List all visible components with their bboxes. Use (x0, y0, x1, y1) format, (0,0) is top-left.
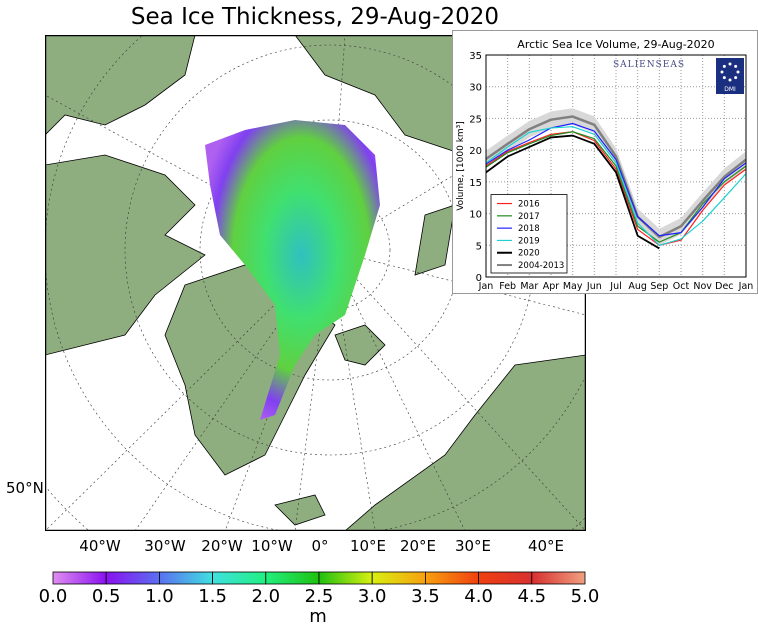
series-line-2016 (485, 131, 747, 246)
salienseas-logo: SALIENSEAS (613, 60, 685, 70)
colorbar-segment (371, 571, 426, 585)
colorbar-tick-label: 3.5 (411, 586, 440, 607)
x-tick-label: Feb (499, 281, 516, 292)
chart-title: Arctic Sea Ice Volume, 29-Aug-2020 (517, 38, 714, 51)
colorbar-segment (159, 571, 214, 585)
colorbar (52, 571, 586, 585)
legend-label: 2016 (518, 200, 540, 210)
x-tick-label: Jan (478, 281, 494, 292)
dmi-logo-dot (728, 62, 732, 66)
legend-label: 2018 (518, 224, 540, 234)
series-line-2004-2013 (485, 115, 747, 239)
scandinavia-land (344, 354, 586, 531)
y-tick-label: 5 (476, 241, 482, 252)
y-tick-label: 35 (469, 51, 482, 62)
y-tick-label: 10 (469, 210, 482, 221)
colorbar-tick-label: 0.0 (38, 586, 68, 607)
colorbar-tick-label: 3.0 (357, 586, 387, 607)
y-axis-label: Volume, [1000 km³] (456, 121, 466, 211)
x-tick-label: Dec (715, 281, 733, 292)
x-tick-label: Apr (543, 281, 560, 292)
colorbar-tick-label: 1.5 (198, 586, 227, 607)
x-tick-label: Oct (673, 281, 690, 292)
y-tick-label: 20 (469, 146, 482, 157)
map-title: Sea Ice Thickness, 29-Aug-2020 (130, 4, 500, 30)
lon-label: 40°W (79, 537, 121, 555)
lon-label: 10°E (349, 537, 387, 555)
x-tick-label: Jun (586, 281, 602, 292)
x-tick-label: Mar (520, 281, 538, 292)
lon-label: 20°E (399, 537, 437, 555)
lon-label: 30°E (454, 537, 492, 555)
lon-label: 20°W (201, 537, 243, 555)
colorbar-tick-label: 4.0 (464, 586, 493, 607)
dmi-logo-dot (722, 64, 726, 68)
colorbar-segment (265, 571, 320, 585)
legend-label: 2020 (518, 249, 540, 259)
colorbar-tick-label: 5.0 (570, 586, 600, 607)
x-tick-label: Aug (628, 281, 647, 292)
iceland-land (274, 494, 326, 526)
x-tick-label: Jul (609, 281, 621, 292)
colorbar-tick-label: 2.5 (304, 586, 334, 607)
colorbar-segment (105, 571, 160, 585)
lon-label: 0° (311, 537, 329, 555)
canada-land (45, 35, 206, 356)
x-tick-label: Jan (738, 281, 754, 292)
x-tick-label: May (563, 281, 583, 292)
volume-inset: Arctic Sea Ice Volume, 29-Aug-2020 0 5 10 15… (452, 30, 758, 294)
plot-frame (485, 54, 747, 278)
dmi-logo-dot (734, 64, 738, 68)
legend-box (490, 194, 568, 274)
y-tick-label: 25 (469, 114, 482, 125)
lon-label: 10°W (251, 537, 293, 555)
colorbar-tick-label: 4.5 (517, 586, 547, 607)
colorbar-segment (52, 571, 107, 585)
svalbard-land (334, 324, 386, 366)
colorbar-segment (318, 571, 373, 585)
dmi-logo-dot (720, 70, 724, 74)
colorbar-segment (212, 571, 267, 585)
y-tick-label: 30 (469, 83, 482, 94)
colorbar-tick-label: 2.0 (251, 586, 281, 607)
sea-ice-field (205, 120, 380, 420)
colorbar-segment (478, 571, 533, 585)
dmi-logo-dot (728, 78, 732, 82)
series-line-2020 (485, 134, 660, 250)
dmi-logo-dot (722, 76, 726, 80)
y-tick-label: 15 (469, 178, 482, 189)
lon-label: 30°W (144, 537, 186, 555)
colorbar-tick-label: 0.5 (91, 586, 121, 607)
colorbar-tick-label: 1.0 (145, 586, 174, 607)
dmi-logo-text: DMI (724, 86, 736, 93)
series-line-2018 (485, 122, 747, 237)
volume-chart: Arctic Sea Ice Volume, 29-Aug-2020 0 5 10 15… (456, 38, 754, 292)
lon-label: 40°E (527, 537, 565, 555)
legend-label: 2017 (518, 212, 540, 222)
colorbar-unit: m (309, 606, 327, 627)
colorbar-segment (531, 571, 586, 585)
legend: 2016 2017 2018 2019 2020 2004-2013 (490, 194, 568, 274)
legend-label: 2019 (518, 236, 540, 246)
series-line-2017 (485, 131, 747, 243)
y-tick-label: 0 (476, 273, 482, 284)
legend-label: 2004-2013 (518, 261, 564, 271)
dmi-logo-dot (734, 76, 738, 80)
lat-label-50n: 50°N (6, 479, 44, 497)
x-tick-label: Sep (650, 281, 668, 292)
colorbar-segment (424, 571, 479, 585)
dmi-logo-dot (736, 70, 740, 74)
novaya-zemlya-land (414, 204, 456, 276)
x-tick-label: Nov (693, 281, 712, 292)
series-line-2019 (485, 126, 747, 246)
